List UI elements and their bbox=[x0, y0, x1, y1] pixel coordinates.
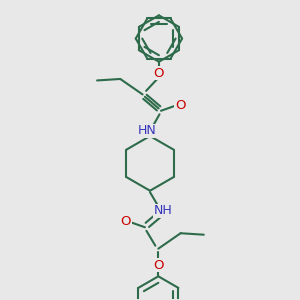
Text: O: O bbox=[153, 259, 164, 272]
Text: HN: HN bbox=[138, 124, 157, 137]
Text: NH: NH bbox=[154, 204, 173, 218]
Text: O: O bbox=[154, 67, 164, 80]
Text: O: O bbox=[120, 215, 131, 228]
Text: O: O bbox=[175, 99, 186, 112]
